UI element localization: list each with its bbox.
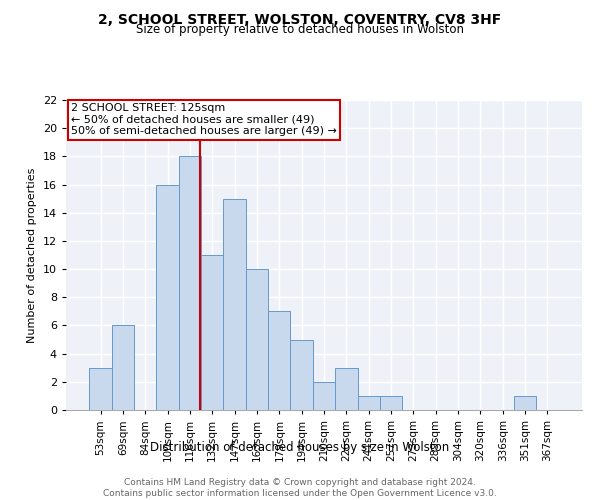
Text: Distribution of detached houses by size in Wolston: Distribution of detached houses by size …: [151, 441, 449, 454]
Bar: [112, 326, 134, 410]
Text: Contains HM Land Registry data © Crown copyright and database right 2024.
Contai: Contains HM Land Registry data © Crown c…: [103, 478, 497, 498]
Bar: [223, 198, 246, 410]
Bar: [313, 382, 335, 410]
Bar: [380, 396, 402, 410]
Bar: [514, 396, 536, 410]
Bar: [358, 396, 380, 410]
Bar: [335, 368, 358, 410]
Text: 2 SCHOOL STREET: 125sqm
← 50% of detached houses are smaller (49)
50% of semi-de: 2 SCHOOL STREET: 125sqm ← 50% of detache…: [71, 103, 337, 136]
Text: Size of property relative to detached houses in Wolston: Size of property relative to detached ho…: [136, 22, 464, 36]
Bar: [89, 368, 112, 410]
Bar: [290, 340, 313, 410]
Bar: [268, 312, 290, 410]
Bar: [157, 184, 179, 410]
Text: 2, SCHOOL STREET, WOLSTON, COVENTRY, CV8 3HF: 2, SCHOOL STREET, WOLSTON, COVENTRY, CV8…: [98, 12, 502, 26]
Y-axis label: Number of detached properties: Number of detached properties: [27, 168, 37, 342]
Bar: [246, 269, 268, 410]
Bar: [179, 156, 201, 410]
Bar: [201, 255, 223, 410]
